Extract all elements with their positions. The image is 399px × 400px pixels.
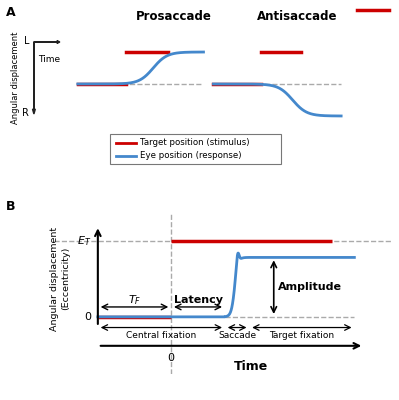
Text: A: A [6, 6, 16, 19]
Text: Latency: Latency [174, 295, 223, 305]
Text: $T_F$: $T_F$ [128, 293, 141, 307]
Text: L: L [24, 36, 29, 46]
Text: Angular displacement
(Eccentricity): Angular displacement (Eccentricity) [50, 227, 70, 331]
Text: R: R [22, 108, 29, 118]
Text: Eye position (response): Eye position (response) [140, 152, 241, 160]
Text: Angular displacement: Angular displacement [12, 32, 20, 124]
Text: Time: Time [233, 360, 268, 373]
Text: 0: 0 [168, 353, 175, 363]
Text: Target position (stimulus): Target position (stimulus) [140, 138, 249, 147]
Text: Prosaccade: Prosaccade [136, 10, 211, 23]
Text: Amplitude: Amplitude [278, 282, 342, 292]
Text: 0: 0 [85, 312, 92, 322]
Text: Central fixation: Central fixation [126, 331, 196, 340]
Text: $E_T$: $E_T$ [77, 234, 92, 248]
Text: Target fixation: Target fixation [269, 331, 334, 340]
Text: Antisaccade: Antisaccade [257, 10, 338, 23]
Text: B: B [6, 200, 16, 213]
Text: Saccade: Saccade [218, 331, 256, 340]
Text: Time: Time [38, 56, 61, 64]
